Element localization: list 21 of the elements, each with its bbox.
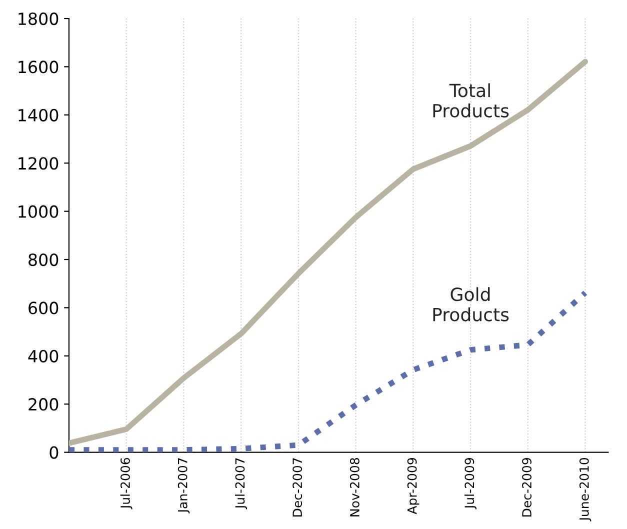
x-tick-label: Jul-2007 [235,458,248,510]
series-label: Total Products [433,83,509,118]
x-tick-label: Nov-2008 [350,458,360,516]
x-tick-label: Dec-2009 [522,458,532,516]
y-tick-label: 1800 [18,12,58,26]
y-tick-label: 1200 [18,157,58,170]
y-tick-label: 1400 [18,108,58,122]
y-tick-label: 0 [50,446,58,459]
x-tick-label: Jan-2007 [178,458,190,514]
y-tick-label: 600 [28,302,58,314]
y-tick-label: 1000 [18,205,58,218]
x-tick-label: Apr-2009 [407,458,420,514]
y-tick-label: 800 [28,253,58,266]
x-tick-label: Dec-2007 [292,458,302,516]
series-label: Gold Products [433,287,509,322]
x-tick-label: June-2010 [579,458,592,522]
y-tick-label: 400 [28,350,58,362]
y-tick-label: 200 [28,398,58,411]
x-tick-label: Jul-2006 [120,458,132,510]
x-tick-label: Jul-2009 [464,458,476,510]
y-tick-label: 1600 [18,60,58,74]
